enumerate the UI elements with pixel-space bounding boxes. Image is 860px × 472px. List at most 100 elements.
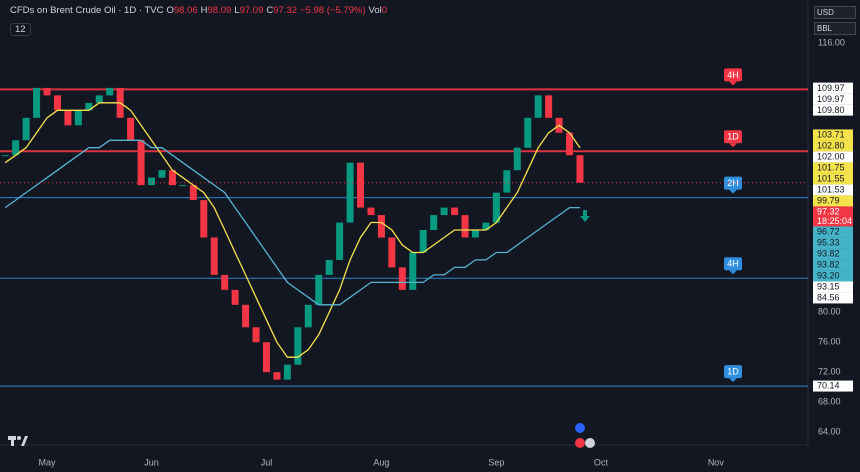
candle [336,222,344,260]
price-label: 109.97 [817,83,845,93]
candle [106,87,114,96]
countdown-label: 18:25:04 [817,216,852,226]
candle [168,170,176,186]
price-label-box [813,173,853,185]
volume-value: 0 [381,5,388,16]
candle [315,274,323,305]
candle [346,162,354,223]
candle [200,200,208,238]
candle [304,304,312,328]
candle [64,110,72,126]
candle [492,192,500,223]
moving-average [4,102,581,358]
candle [440,207,448,216]
candle [43,87,51,96]
candle [419,230,427,253]
candle [367,207,375,216]
candle [85,102,93,111]
price-label: 99.79 [817,196,840,206]
candle [137,140,145,186]
price-label-box [813,292,853,304]
level-flag [724,257,742,271]
symbol: CFDs on Brent Crude Oil · 1D · TVC [10,5,164,16]
candle [398,267,406,290]
candle [357,162,365,208]
event-icon[interactable] [575,423,585,433]
price-label: 97.32 [817,207,840,217]
x-tick-label: Jun [144,457,159,467]
price-label: 93.15 [817,282,840,292]
level-flag-tip [729,270,737,275]
price-label-box [813,184,853,196]
price-label-box [813,140,853,152]
price-label: 101.55 [817,174,845,184]
price-label-box [813,281,853,293]
price-label: 102.00 [817,152,845,162]
level-flag-tip [729,189,737,194]
event-icon[interactable] [585,438,595,448]
candle [377,215,385,238]
event-icon[interactable] [575,438,585,448]
x-tick-label: Nov [708,457,725,467]
x-tick-label: Jul [261,457,273,467]
candle [12,140,20,156]
candle [461,215,469,238]
indicator-count[interactable]: 12 [10,23,31,36]
y-tick-label: 64.00 [818,426,841,436]
candle [231,289,239,305]
candle [95,95,103,103]
candle [294,327,302,365]
currency[interactable]: USD [814,6,856,19]
y-tick-label: 116.00 [818,37,845,47]
price-label-box [813,226,853,238]
y-tick-label: 76.00 [818,337,841,347]
ohlc-label: H [200,5,208,16]
price-label: 96.72 [817,227,840,237]
candle [210,237,218,275]
tv-logo [8,436,28,446]
unit[interactable]: BBL [814,22,856,35]
ohlc-value: 98.09 [207,5,232,16]
price-label: 93.20 [817,271,840,281]
candle [471,230,479,238]
x-tick-label: Oct [594,457,609,467]
candle [74,110,82,126]
candle [325,259,333,275]
candle [53,95,61,111]
level-flag-tip [729,81,737,86]
ohlc-value: 98.06 [173,5,198,16]
candle [534,95,542,118]
candle [1,155,9,157]
arrow-icon [580,210,590,222]
candle [148,177,156,186]
price-label: 109.97 [817,94,845,104]
price-label-box [813,237,853,249]
y-tick-label: 68.00 [818,396,841,406]
price-label-box [813,129,853,141]
candle [262,342,270,373]
price-label: 101.53 [817,185,845,195]
candle [242,304,250,328]
ohlc-value: 97.09 [239,5,264,16]
level-flag-label: 4H [727,259,739,269]
candle [179,185,187,187]
x-tick-label: Sep [488,457,504,467]
candle [252,327,260,343]
y-tick-label: 80.00 [818,307,841,317]
price-label: 93.82 [817,260,840,270]
level-flag [724,130,742,144]
candle [273,372,281,380]
price-label: 101.75 [817,163,845,173]
price-label: 93.82 [817,249,840,259]
candle [33,87,41,118]
price-label-box [813,104,853,116]
symbol-header: CFDs on Brent Crude Oil · 1D · TVC O98.06… [10,5,390,16]
candle [189,185,197,201]
level-flag-label: 1D [727,132,739,142]
price-label-box [813,270,853,282]
price-label-box [813,195,853,207]
level-flag-tip [729,143,737,148]
